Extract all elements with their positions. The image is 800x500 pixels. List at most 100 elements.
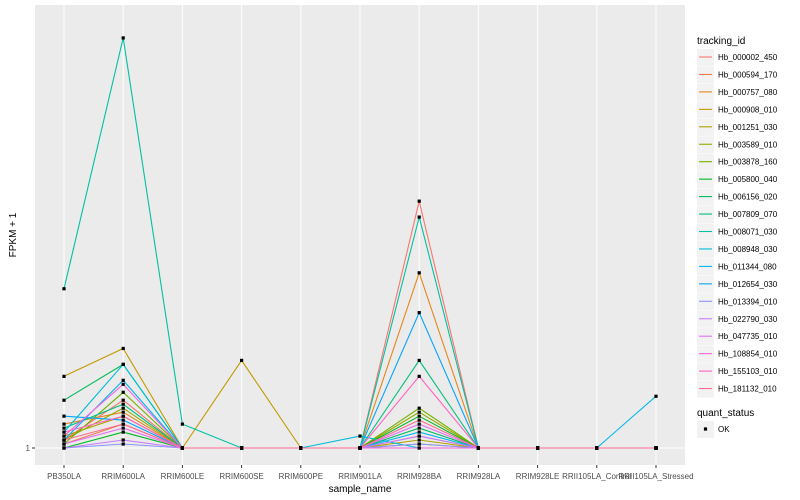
data-point: [417, 434, 421, 438]
data-point: [536, 446, 540, 450]
data-point: [476, 446, 480, 450]
legend-label: Hb_000908_010: [718, 105, 778, 114]
data-point: [62, 442, 66, 446]
legend-label: Hb_000002_450: [718, 53, 778, 62]
legend-label: Hb_006156_020: [718, 193, 778, 202]
data-point: [595, 446, 599, 450]
x-tick-label: RRII105LA_Control: [562, 472, 632, 481]
legend-label: Hb_155103_010: [718, 367, 778, 376]
data-point: [121, 406, 125, 410]
legend-label: Hb_001251_030: [718, 123, 778, 132]
data-point: [417, 442, 421, 446]
data-point: [121, 410, 125, 414]
data-point: [358, 446, 362, 450]
data-point: [417, 271, 421, 275]
legend-label: Hb_181132_010: [718, 385, 777, 394]
x-tick-label: RRII105LA_Stressed: [618, 472, 693, 481]
data-points: [62, 36, 658, 450]
data-point: [240, 358, 244, 363]
legend-label: Hb_005800_040: [718, 175, 778, 184]
legend-label: Hb_007809_070: [718, 210, 778, 219]
data-point: [417, 426, 421, 430]
data-point: [121, 418, 125, 422]
axes: 1 PB350LA RRIM600LA RRIM600LE RRIM600SE RRIM6…: [26, 444, 694, 481]
data-point: [121, 390, 125, 394]
legend-label: Hb_000594_170: [718, 70, 778, 79]
legend-title-tracking-id: tracking_id: [697, 36, 745, 47]
data-point: [62, 426, 66, 430]
data-point: [417, 406, 421, 410]
data-point: [180, 422, 184, 426]
data-point: [121, 382, 125, 386]
legend-title-quant-status: quant_status: [697, 408, 754, 419]
data-point: [417, 358, 421, 363]
legend-shape-items: OK: [697, 421, 730, 438]
data-point: [121, 426, 125, 430]
legend-label: Hb_022790_030: [718, 315, 778, 324]
x-axis-title: sample_name: [329, 484, 392, 495]
data-point: [62, 434, 66, 438]
legend-label: Hb_047735_010: [718, 332, 778, 341]
data-point: [121, 442, 125, 446]
data-point: [358, 434, 362, 438]
data-point: [121, 438, 125, 442]
data-point: [62, 398, 66, 402]
data-point: [654, 446, 658, 450]
legend-label: Hb_003878_160: [718, 158, 778, 167]
data-point: [62, 374, 66, 378]
data-point: [62, 422, 66, 426]
legend-color-items: Hb_000002_450 Hb_000594_170 Hb_000757_080 H…: [697, 49, 778, 398]
data-point: [417, 374, 421, 378]
legend-shape-key-point: [703, 427, 708, 431]
data-point: [121, 36, 125, 40]
legend-label: Hb_108854_010: [718, 350, 778, 359]
x-tick-label: RRIM928LA: [457, 472, 501, 481]
data-point: [417, 410, 421, 414]
x-tick-label: RRIM600LA: [101, 472, 145, 481]
x-tick-label: RRIM600LE: [161, 472, 205, 481]
data-point: [417, 199, 421, 203]
x-tick-label: RRIM600SE: [219, 472, 263, 481]
data-point: [417, 414, 421, 418]
data-point: [417, 446, 421, 450]
data-point: [417, 311, 421, 315]
x-tick-label: RRIM928LE: [516, 472, 560, 481]
data-point: [121, 378, 125, 382]
data-point: [62, 438, 66, 442]
data-point: [417, 438, 421, 442]
legend-label: Hb_003589_010: [718, 140, 778, 149]
legend: tracking_id Hb_000002_450Hb_000594_170Hb…: [697, 36, 778, 438]
data-point: [121, 422, 125, 426]
data-point: [121, 430, 125, 434]
y-axis-title: FPKM + 1: [8, 212, 19, 257]
legend-label: Hb_000757_080: [718, 88, 778, 97]
data-point: [417, 418, 421, 422]
data-point: [121, 346, 125, 351]
x-tick-label: PB350LA: [47, 472, 81, 481]
data-point: [121, 402, 125, 406]
data-point: [417, 430, 421, 434]
legend-label: Hb_008071_030: [718, 228, 778, 237]
legend-shape-label: OK: [718, 425, 730, 434]
x-tick-label: RRIM901LA: [338, 472, 382, 481]
x-tick-label: RRIM928BA: [397, 472, 442, 481]
data-point: [62, 287, 66, 291]
legend-label: Hb_012654_030: [718, 280, 778, 289]
data-point: [240, 446, 244, 450]
legend-label: Hb_013394_010: [718, 297, 778, 306]
data-point: [62, 430, 66, 434]
data-point: [180, 446, 184, 450]
data-point: [62, 414, 66, 418]
data-point: [299, 446, 303, 450]
y-tick-label: 1: [26, 444, 31, 453]
data-point: [417, 422, 421, 426]
data-point: [654, 394, 658, 398]
legend-label: Hb_008948_030: [718, 245, 778, 254]
x-tick-label: RRIM600PE: [279, 472, 323, 481]
data-point: [121, 362, 125, 366]
data-point: [121, 398, 125, 402]
data-point: [62, 446, 66, 450]
data-point: [121, 414, 125, 418]
data-point: [417, 215, 421, 219]
